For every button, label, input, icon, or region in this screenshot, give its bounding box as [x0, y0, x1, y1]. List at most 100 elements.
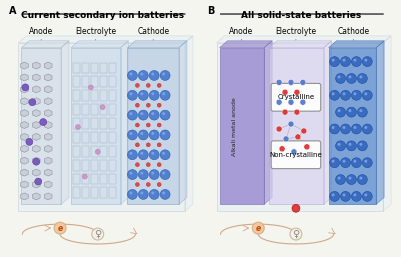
Text: A: A: [8, 6, 16, 16]
Circle shape: [151, 132, 154, 135]
Circle shape: [151, 112, 154, 115]
Circle shape: [146, 103, 150, 107]
Circle shape: [365, 194, 367, 196]
Bar: [91, 104, 98, 115]
Circle shape: [160, 150, 170, 160]
Circle shape: [138, 170, 148, 180]
Polygon shape: [20, 169, 28, 176]
Circle shape: [136, 182, 139, 187]
Polygon shape: [121, 41, 128, 204]
Bar: [109, 132, 115, 143]
Bar: [73, 118, 80, 129]
Polygon shape: [128, 48, 179, 204]
Polygon shape: [20, 62, 28, 69]
Circle shape: [162, 191, 165, 194]
Circle shape: [92, 228, 104, 240]
Circle shape: [162, 132, 165, 135]
Polygon shape: [185, 36, 193, 211]
Polygon shape: [32, 110, 40, 117]
Polygon shape: [44, 86, 52, 93]
Circle shape: [294, 89, 300, 95]
Circle shape: [162, 172, 165, 175]
Bar: [73, 160, 80, 171]
Circle shape: [130, 172, 132, 175]
Circle shape: [157, 163, 161, 167]
Text: Alkali metal anode: Alkali metal anode: [232, 98, 237, 157]
Bar: [109, 146, 115, 157]
Circle shape: [26, 139, 33, 145]
Bar: [109, 104, 115, 115]
Circle shape: [330, 57, 340, 67]
Circle shape: [140, 92, 143, 95]
Circle shape: [146, 84, 150, 87]
Polygon shape: [44, 98, 52, 105]
Polygon shape: [44, 133, 52, 140]
Circle shape: [330, 90, 340, 100]
Circle shape: [138, 130, 148, 140]
Polygon shape: [217, 36, 391, 43]
Circle shape: [282, 89, 288, 95]
Circle shape: [332, 59, 334, 62]
Circle shape: [342, 92, 346, 95]
Circle shape: [363, 57, 372, 67]
Circle shape: [157, 103, 161, 107]
Circle shape: [365, 92, 367, 95]
Circle shape: [300, 79, 306, 85]
Circle shape: [149, 150, 159, 160]
Polygon shape: [21, 41, 69, 48]
Bar: [109, 90, 115, 101]
Polygon shape: [32, 181, 40, 188]
Circle shape: [130, 191, 132, 194]
Circle shape: [149, 130, 159, 140]
Circle shape: [140, 112, 143, 115]
Polygon shape: [44, 110, 52, 117]
Circle shape: [40, 118, 47, 125]
Circle shape: [82, 174, 87, 179]
Circle shape: [340, 158, 350, 168]
Bar: [109, 187, 115, 198]
Bar: [91, 118, 98, 129]
Circle shape: [149, 170, 159, 180]
Polygon shape: [264, 41, 272, 204]
Circle shape: [276, 99, 282, 105]
Circle shape: [336, 74, 346, 84]
Bar: [91, 90, 98, 101]
Polygon shape: [20, 133, 28, 140]
Polygon shape: [44, 181, 52, 188]
Polygon shape: [44, 157, 52, 164]
Circle shape: [151, 92, 154, 95]
Circle shape: [162, 92, 165, 95]
Circle shape: [138, 150, 148, 160]
Circle shape: [136, 143, 139, 147]
Bar: [82, 160, 89, 171]
Circle shape: [332, 194, 334, 196]
Circle shape: [283, 136, 289, 142]
Polygon shape: [376, 41, 384, 204]
Circle shape: [128, 90, 138, 100]
Circle shape: [128, 130, 138, 140]
Circle shape: [353, 160, 356, 163]
Polygon shape: [18, 43, 185, 211]
Circle shape: [338, 109, 340, 112]
Circle shape: [157, 84, 161, 87]
Circle shape: [342, 194, 346, 196]
Circle shape: [22, 84, 29, 91]
Polygon shape: [32, 74, 40, 81]
Circle shape: [359, 143, 363, 146]
Circle shape: [336, 107, 346, 117]
Bar: [109, 160, 115, 171]
Circle shape: [363, 158, 372, 168]
Polygon shape: [128, 41, 187, 48]
Circle shape: [295, 134, 301, 140]
Text: Anode: Anode: [29, 27, 53, 36]
Bar: [100, 90, 107, 101]
Circle shape: [276, 126, 282, 132]
Circle shape: [162, 152, 165, 155]
Bar: [100, 187, 107, 198]
Circle shape: [342, 126, 346, 129]
Circle shape: [342, 59, 346, 62]
Circle shape: [342, 160, 346, 163]
Text: Non-crystalline: Non-crystalline: [269, 152, 322, 158]
Circle shape: [157, 182, 161, 187]
Bar: [100, 104, 107, 115]
